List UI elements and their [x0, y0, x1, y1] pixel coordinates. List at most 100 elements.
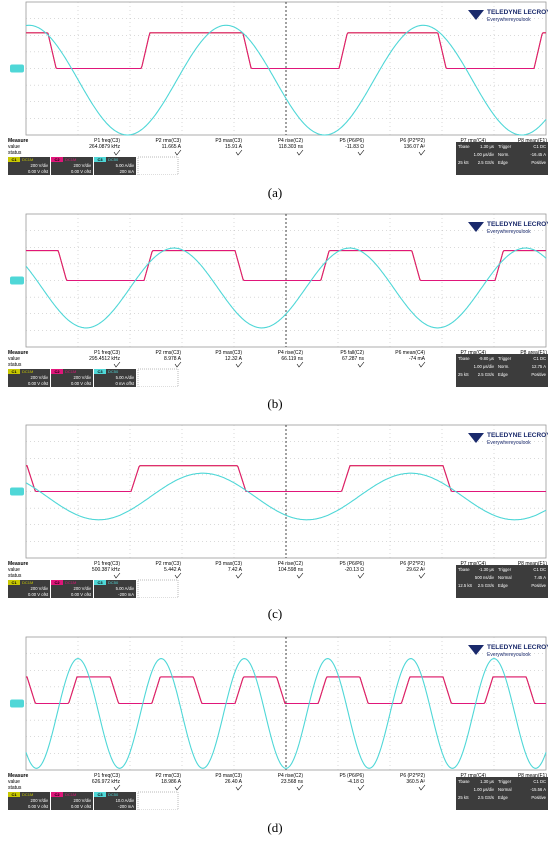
status-check-icon: [235, 361, 243, 368]
status-check-icon: [174, 784, 182, 791]
panel-label-c: (c): [267, 606, 283, 621]
trigger-slope: Positive: [531, 160, 546, 165]
param-value: 136.07 A²: [404, 144, 426, 150]
brand-tagline: Everywhereyoulook: [487, 17, 531, 23]
channel-tag: [51, 792, 63, 797]
param-name: P7 rms(C4): [460, 561, 486, 567]
trace-c2: [26, 32, 546, 70]
channel-tag: [51, 580, 63, 585]
timebase-bg: [456, 565, 548, 598]
trigger-type: Edge: [498, 795, 508, 800]
brand-name: TELEDYNE LECROY: [487, 644, 548, 651]
param-name: P2 rms(C3): [155, 561, 181, 567]
trace-c3: [25, 472, 547, 521]
channel-scale: 200 V/div: [74, 798, 92, 803]
trigger-mode: Normal: [498, 787, 512, 792]
empty-slot: [137, 791, 179, 810]
channel-scale: 200 V/div: [31, 798, 49, 803]
measure-row-label: status: [8, 785, 22, 791]
channel-tag: [51, 369, 63, 374]
param-value: 18.986 A: [161, 779, 181, 785]
measure-row-label: status: [8, 573, 22, 579]
channel-scale: 5.00 A/div: [116, 375, 135, 380]
c3-zero-marker: [10, 487, 24, 496]
channel-offset: 0.00 V ofst: [28, 592, 49, 597]
timebase-trigger-box: Tbase 1.30 μs Trigger C1 DC 1.00 μs/div Norm.…: [456, 142, 548, 175]
tbase-value: 1.30 μs: [480, 779, 494, 784]
param-name: P1 freq(C3): [94, 561, 120, 567]
channel-tag: [51, 157, 63, 162]
param-name: P5 (P6/P6): [340, 773, 365, 779]
timebase-trigger-box: Tbase 1.30 μs Trigger C1 DC 1.00 μs/div Norma…: [456, 777, 548, 810]
status-check-icon: [235, 784, 243, 791]
channel-coupling: DC50: [108, 580, 119, 585]
measure-row-label: value: [8, 356, 20, 362]
panel-label-b: (b): [267, 396, 283, 411]
c3-zero-marker: [10, 64, 24, 73]
channel-scale: 200 V/div: [31, 586, 49, 591]
channel-offset: 0 mA offst: [115, 381, 134, 386]
channel-coupling: DC50: [108, 369, 119, 374]
series-group: [25, 24, 547, 136]
c3-zero-marker: [10, 276, 24, 285]
param-name: P6 mean(C4): [395, 350, 425, 356]
param-name: P8 mean(F1): [518, 138, 548, 144]
sample-rate: 2.5 GS/s: [478, 795, 494, 800]
param-name: P8 mean(F1): [518, 773, 548, 779]
channel-scale: 200 V/div: [74, 586, 92, 591]
status-check-icon: [418, 572, 426, 579]
trigger-channel: C1 DC: [533, 779, 546, 784]
brand-name: TELEDYNE LECROY: [487, 9, 548, 16]
param-value: -20.13 Ω: [345, 567, 365, 573]
channel-coupling: DC1M: [22, 580, 33, 585]
trigger-label: Trigger: [498, 144, 512, 149]
param-name: P4 rise(C2): [278, 138, 304, 144]
param-value: 626.972 kHz: [92, 779, 121, 785]
channel-scale: 5.00 A/div: [116, 586, 135, 591]
series-group: [25, 247, 547, 329]
trigger-label: Trigger: [498, 356, 512, 361]
trigger-label: Trigger: [498, 779, 512, 784]
measure-row-label: value: [8, 144, 20, 150]
brand-name: TELEDYNE LECROY: [487, 221, 548, 228]
channel-tag: [8, 157, 20, 162]
status-check-icon: [174, 361, 182, 368]
timebase-bg: [456, 142, 548, 175]
channel-offset: 0.00 V ofst: [28, 381, 49, 386]
channel-id: C1: [11, 157, 17, 162]
status-check-icon: [113, 784, 121, 791]
series-group: [25, 465, 547, 521]
status-check-icon: [418, 361, 426, 368]
sample-count: 12.5 kS: [458, 583, 472, 588]
series-group: [25, 658, 547, 769]
sample-count: 25 kS: [458, 795, 469, 800]
tbase-value: 1.30 μs: [480, 144, 494, 149]
status-check-icon: [235, 149, 243, 156]
param-name: P1 freq(C3): [94, 773, 120, 779]
param-value: 295.4512 kHz: [89, 356, 120, 362]
trigger-mode: Norm.: [498, 152, 509, 157]
time-per-div: 1.00 μs/div: [474, 152, 495, 157]
param-value: -74 mA: [409, 356, 426, 362]
measure-row-label: value: [8, 567, 20, 573]
brand-tagline: Everywhereyoulook: [487, 652, 531, 658]
status-check-icon: [235, 572, 243, 579]
status-check-icon: [357, 149, 365, 156]
status-check-icon: [418, 784, 426, 791]
panel-label-d: (d): [267, 820, 283, 835]
channel-offset: 0.00 V ofst: [28, 169, 49, 174]
param-value: 118.303 ns: [279, 144, 304, 150]
channel-offset: 200 mA: [120, 169, 135, 174]
channel-id: C3: [97, 792, 103, 797]
channel-offset: 0.00 V ofst: [28, 804, 49, 809]
trigger-mode: Normal: [498, 575, 512, 580]
brand-tagline: Everywhereyoulook: [487, 440, 531, 446]
channel-tag: [94, 580, 106, 585]
channel-offset: 0.00 V ofst: [71, 169, 92, 174]
param-value: 7.42 A: [228, 567, 243, 573]
